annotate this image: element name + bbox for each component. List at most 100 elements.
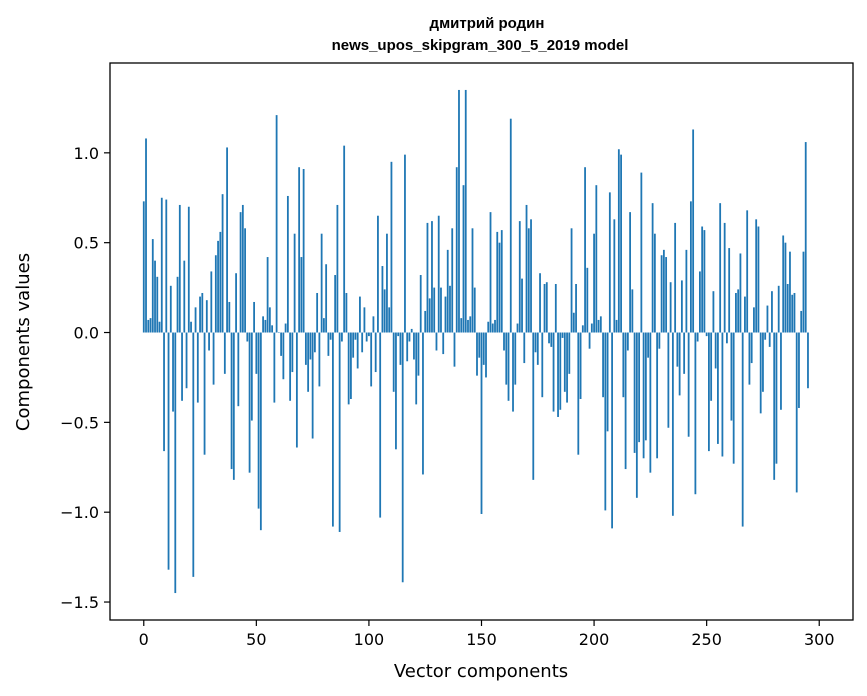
- bar: [341, 332, 343, 342]
- bar: [395, 332, 397, 450]
- bar: [401, 332, 404, 583]
- bar: [480, 332, 483, 514]
- bar: [509, 118, 512, 333]
- bar: [548, 332, 550, 344]
- bar: [221, 194, 224, 333]
- bar: [282, 332, 285, 380]
- y-ticks: −1.5 −1.0 −0.5 0.0 0.5 1.0: [60, 144, 110, 612]
- bar: [259, 332, 262, 531]
- bar: [741, 332, 744, 527]
- bar: [422, 332, 424, 475]
- y-tick-label: −0.5: [60, 413, 99, 432]
- bar: [575, 284, 577, 333]
- bar: [708, 332, 710, 452]
- bar: [386, 233, 388, 333]
- bar: [246, 332, 249, 342]
- bar: [149, 318, 152, 333]
- bar: [491, 323, 494, 333]
- bar: [451, 228, 454, 333]
- chart-subtitle: news_upos_skipgram_300_5_2019 model: [332, 37, 629, 54]
- bar: [415, 332, 418, 405]
- bar: [165, 199, 168, 333]
- bar: [629, 212, 631, 333]
- bar: [169, 285, 172, 333]
- bar: [273, 332, 276, 403]
- bar: [791, 294, 794, 333]
- bar: [514, 332, 517, 385]
- bar: [370, 332, 373, 387]
- bar: [635, 332, 638, 498]
- bar: [780, 332, 782, 410]
- bar: [730, 332, 733, 421]
- bar: [350, 332, 352, 399]
- bar: [687, 332, 690, 437]
- bar: [561, 332, 564, 338]
- bar: [482, 332, 485, 365]
- bar: [604, 332, 607, 511]
- x-tick-label: 150: [466, 630, 497, 649]
- bar: [464, 89, 467, 333]
- bar: [559, 332, 562, 410]
- bar: [541, 332, 544, 398]
- bar: [674, 222, 677, 333]
- bar: [399, 332, 402, 365]
- bar: [626, 332, 629, 351]
- bar: [732, 332, 735, 464]
- bar: [316, 292, 319, 333]
- bar: [710, 332, 713, 401]
- x-tick-label: 50: [246, 630, 266, 649]
- bar: [595, 185, 598, 333]
- bar: [295, 332, 298, 448]
- bar: [230, 332, 233, 470]
- bar: [798, 332, 800, 408]
- bar: [419, 275, 422, 333]
- bar: [298, 167, 301, 333]
- bar: [343, 145, 346, 333]
- bar: [241, 204, 244, 333]
- bar: [696, 332, 699, 342]
- bar: [552, 332, 555, 412]
- bar: [665, 257, 668, 333]
- bar: [354, 332, 357, 340]
- bar: [640, 172, 643, 333]
- bar: [404, 154, 406, 333]
- bar: [462, 185, 465, 333]
- bar: [748, 332, 751, 385]
- x-tick-label: 0: [139, 630, 149, 649]
- bar: [253, 301, 255, 333]
- bar: [786, 284, 789, 333]
- bar: [505, 332, 508, 385]
- bar: [356, 332, 359, 369]
- bar: [500, 230, 503, 333]
- bar: [577, 332, 580, 455]
- bar: [201, 292, 204, 333]
- bar: [676, 332, 679, 367]
- bar: [712, 291, 715, 333]
- bar: [593, 233, 595, 333]
- bar: [759, 332, 762, 414]
- bar: [325, 264, 328, 333]
- bar: [338, 332, 341, 532]
- bar: [503, 332, 505, 351]
- bar: [320, 233, 323, 333]
- bar: [498, 242, 501, 333]
- bar: [651, 203, 654, 333]
- bar: [683, 332, 686, 374]
- bar: [208, 332, 210, 351]
- bar: [417, 332, 420, 376]
- bar: [300, 257, 303, 333]
- bar: [284, 323, 287, 333]
- y-tick-label: 1.0: [74, 144, 99, 163]
- bar: [518, 221, 521, 333]
- bar: [638, 332, 641, 443]
- bar: [449, 285, 451, 333]
- bar: [699, 271, 701, 333]
- bar: [771, 291, 773, 333]
- x-ticks: 0 50 100 150 200 250 300: [139, 620, 835, 649]
- bar: [147, 319, 150, 333]
- bar: [622, 332, 625, 398]
- bar: [458, 89, 460, 333]
- bar: [703, 230, 706, 333]
- bar: [692, 129, 695, 333]
- bar: [455, 167, 458, 333]
